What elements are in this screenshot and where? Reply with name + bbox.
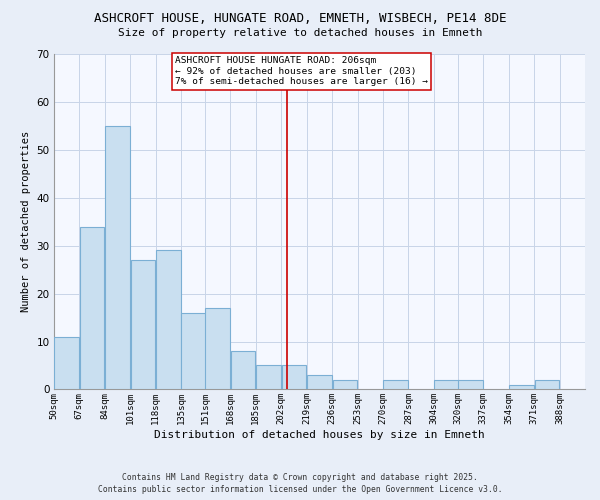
Bar [509,384,533,390]
Bar [307,375,332,390]
Bar [458,380,483,390]
Bar [156,250,181,390]
Bar [54,336,79,390]
Bar [181,313,206,390]
Text: Contains HM Land Registry data © Crown copyright and database right 2025.
Contai: Contains HM Land Registry data © Crown c… [98,472,502,494]
X-axis label: Distribution of detached houses by size in Emneth: Distribution of detached houses by size … [154,430,485,440]
Text: ASHCROFT HOUSE, HUNGATE ROAD, EMNETH, WISBECH, PE14 8DE: ASHCROFT HOUSE, HUNGATE ROAD, EMNETH, WI… [94,12,506,26]
Bar [535,380,559,390]
Bar [105,126,130,390]
Bar [80,226,104,390]
Bar [231,351,256,390]
Bar [434,380,459,390]
Bar [332,380,357,390]
Bar [383,380,408,390]
Bar [256,366,281,390]
Bar [282,366,306,390]
Text: ASHCROFT HOUSE HUNGATE ROAD: 206sqm
← 92% of detached houses are smaller (203)
7: ASHCROFT HOUSE HUNGATE ROAD: 206sqm ← 92… [175,56,428,86]
Text: Size of property relative to detached houses in Emneth: Size of property relative to detached ho… [118,28,482,38]
Bar [205,308,230,390]
Y-axis label: Number of detached properties: Number of detached properties [21,131,31,312]
Bar [131,260,155,390]
